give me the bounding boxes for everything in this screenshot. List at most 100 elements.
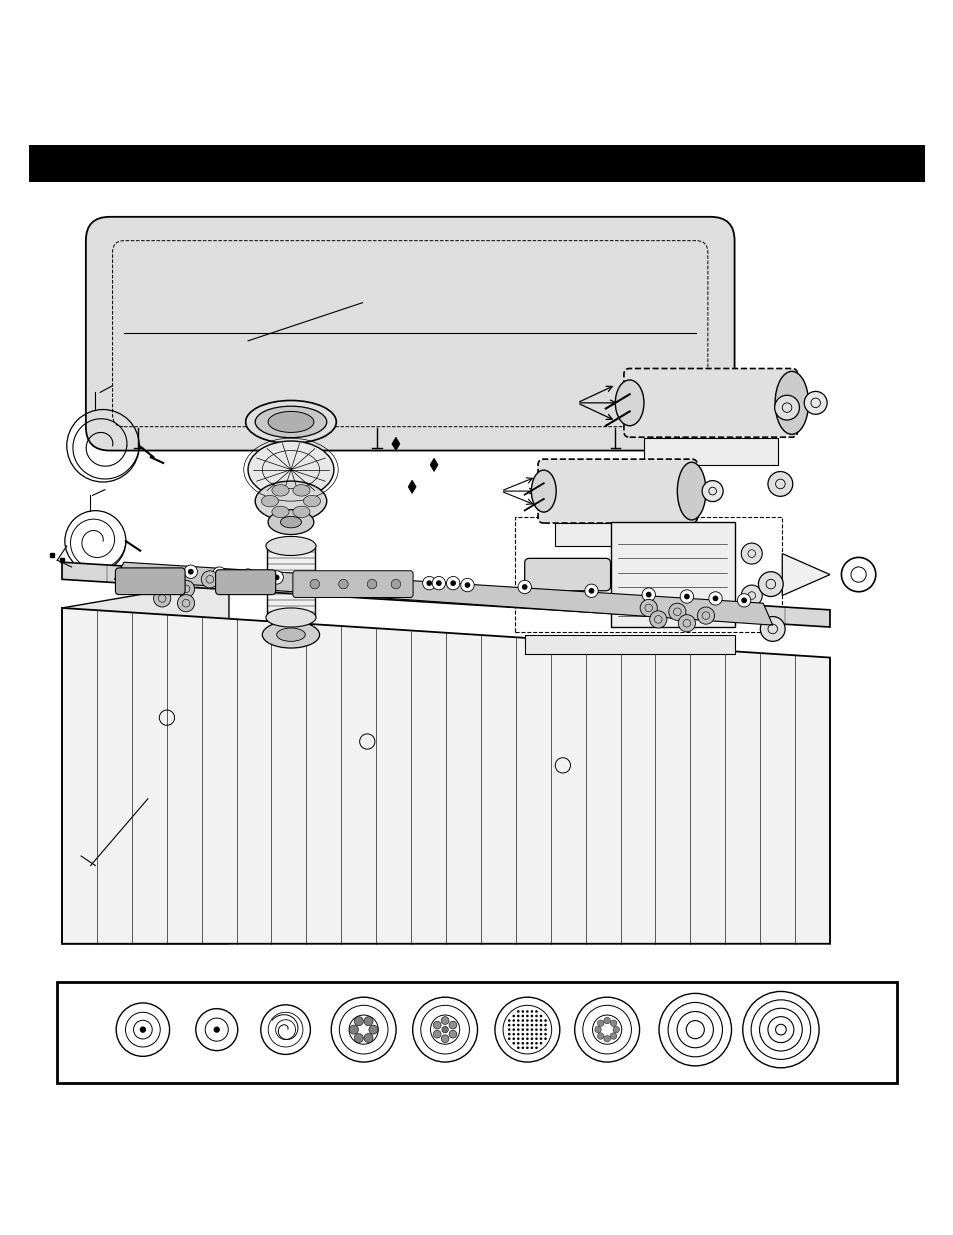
Circle shape	[450, 580, 456, 587]
Circle shape	[512, 1032, 515, 1035]
Circle shape	[610, 1020, 617, 1026]
Circle shape	[539, 1042, 541, 1045]
Circle shape	[433, 1030, 440, 1039]
Circle shape	[539, 1019, 541, 1021]
Ellipse shape	[246, 400, 335, 443]
Circle shape	[740, 543, 761, 564]
Ellipse shape	[293, 484, 310, 496]
Circle shape	[213, 1026, 219, 1032]
Circle shape	[367, 579, 376, 589]
Circle shape	[216, 571, 222, 577]
Ellipse shape	[531, 471, 556, 513]
Circle shape	[645, 592, 651, 598]
Circle shape	[512, 1024, 515, 1026]
Circle shape	[641, 588, 655, 601]
Circle shape	[512, 1019, 515, 1021]
Circle shape	[737, 594, 750, 608]
Circle shape	[449, 1030, 456, 1039]
Ellipse shape	[268, 510, 314, 535]
Circle shape	[521, 584, 527, 590]
Circle shape	[530, 1019, 533, 1021]
Bar	[610, 522, 734, 627]
Circle shape	[184, 566, 197, 578]
Circle shape	[535, 1010, 537, 1013]
Circle shape	[521, 1037, 523, 1040]
Circle shape	[517, 1029, 519, 1031]
Circle shape	[774, 395, 799, 420]
Circle shape	[649, 611, 666, 627]
Circle shape	[525, 1032, 528, 1035]
Circle shape	[530, 1015, 533, 1018]
Circle shape	[535, 1046, 537, 1049]
Circle shape	[245, 573, 251, 578]
Circle shape	[517, 1046, 519, 1049]
Circle shape	[740, 585, 761, 606]
Circle shape	[512, 1037, 515, 1040]
Circle shape	[521, 1024, 523, 1026]
Circle shape	[525, 1029, 528, 1031]
Circle shape	[521, 1032, 523, 1035]
Circle shape	[521, 1010, 523, 1013]
Circle shape	[517, 1015, 519, 1018]
Circle shape	[535, 1042, 537, 1045]
Circle shape	[543, 1019, 546, 1021]
Circle shape	[517, 1024, 519, 1026]
Circle shape	[517, 1037, 519, 1040]
Circle shape	[539, 1032, 541, 1035]
Circle shape	[449, 1021, 456, 1029]
Circle shape	[517, 1019, 519, 1021]
Polygon shape	[408, 480, 416, 494]
Circle shape	[597, 1020, 603, 1026]
Circle shape	[433, 1021, 440, 1029]
Ellipse shape	[266, 536, 315, 556]
FancyBboxPatch shape	[524, 558, 610, 590]
Circle shape	[512, 1042, 515, 1045]
Circle shape	[349, 1025, 358, 1034]
Circle shape	[603, 1018, 610, 1024]
Circle shape	[530, 1010, 533, 1013]
Bar	[524, 635, 734, 653]
Polygon shape	[430, 458, 437, 472]
Circle shape	[760, 616, 784, 641]
Circle shape	[270, 571, 283, 584]
Circle shape	[603, 1035, 610, 1042]
Circle shape	[201, 571, 218, 588]
Bar	[643, 438, 777, 464]
Circle shape	[464, 582, 470, 588]
Circle shape	[530, 1024, 533, 1026]
Polygon shape	[62, 608, 829, 944]
Ellipse shape	[272, 484, 289, 496]
Circle shape	[153, 590, 171, 608]
Circle shape	[678, 615, 695, 632]
Circle shape	[310, 579, 319, 589]
Bar	[267, 546, 314, 618]
Bar	[29, 146, 924, 183]
Ellipse shape	[615, 380, 643, 426]
Circle shape	[530, 1032, 533, 1035]
Ellipse shape	[248, 441, 334, 498]
Ellipse shape	[262, 621, 319, 648]
Circle shape	[521, 1046, 523, 1049]
Circle shape	[543, 1024, 546, 1026]
Circle shape	[512, 1029, 515, 1031]
Circle shape	[539, 1037, 541, 1040]
Polygon shape	[62, 562, 829, 627]
Circle shape	[767, 472, 792, 496]
Circle shape	[432, 577, 445, 590]
Ellipse shape	[774, 372, 808, 435]
Ellipse shape	[272, 506, 289, 517]
Circle shape	[241, 569, 254, 582]
Circle shape	[440, 1035, 449, 1042]
Circle shape	[535, 1029, 537, 1031]
Circle shape	[803, 391, 826, 414]
Ellipse shape	[293, 506, 310, 517]
Circle shape	[588, 588, 594, 594]
Ellipse shape	[261, 495, 278, 506]
Ellipse shape	[280, 516, 301, 527]
Circle shape	[543, 1032, 546, 1035]
Circle shape	[584, 584, 598, 598]
Circle shape	[153, 576, 171, 593]
Circle shape	[391, 579, 400, 589]
Circle shape	[530, 1046, 533, 1049]
Circle shape	[543, 1037, 546, 1040]
